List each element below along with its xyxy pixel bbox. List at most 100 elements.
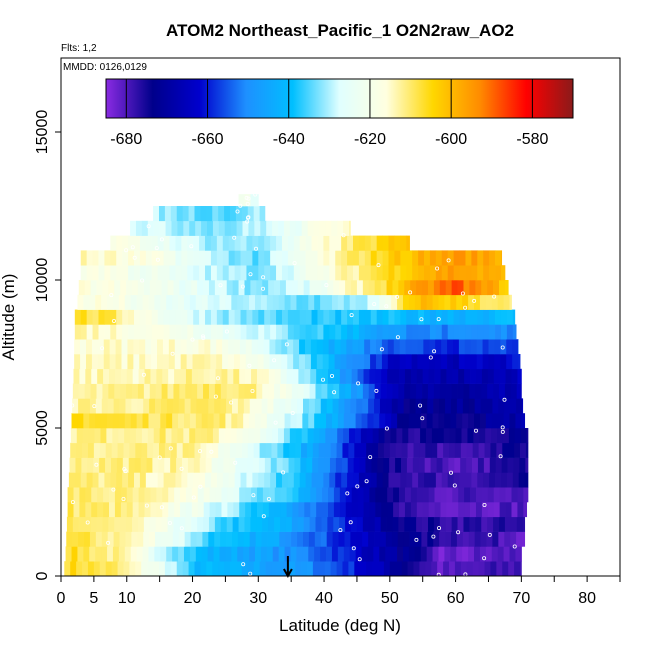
heatmap-cell <box>122 265 129 281</box>
heatmap-cell <box>84 531 91 547</box>
heatmap-cell <box>304 368 311 384</box>
heatmap-cell <box>272 220 279 236</box>
heatmap-cell <box>67 487 74 503</box>
heatmap-cell <box>363 502 370 518</box>
heatmap-cell <box>246 324 253 340</box>
heatmap-cell <box>83 546 90 562</box>
heatmap-cell <box>154 413 161 429</box>
heatmap-cell <box>332 398 339 414</box>
heatmap-cell <box>388 309 395 325</box>
sample-point <box>418 403 423 408</box>
heatmap-cell <box>418 250 425 266</box>
heatmap-cell <box>260 294 268 310</box>
heatmap-cell <box>428 487 435 503</box>
heatmap-cell <box>241 442 249 458</box>
heatmap-cell <box>107 413 114 429</box>
heatmap-cell <box>342 561 349 576</box>
heatmap-cell <box>374 531 381 547</box>
heatmap-cell <box>322 487 329 503</box>
heatmap-cell <box>350 398 357 414</box>
x-axis-label: Latitude (deg N) <box>279 616 401 635</box>
heatmap-cell <box>161 516 168 532</box>
heatmap-cell <box>77 546 84 562</box>
heatmap-cell <box>305 324 312 340</box>
heatmap-cell <box>385 546 392 562</box>
heatmap-cell <box>384 428 391 444</box>
heatmap-cell <box>197 502 205 518</box>
heatmap-cell <box>354 442 361 458</box>
heatmap-cell <box>228 265 236 281</box>
heatmap-cell <box>493 368 501 384</box>
heatmap-cell <box>488 354 495 370</box>
heatmap-cell <box>212 428 220 444</box>
sample-point <box>215 376 220 381</box>
heatmap-cell <box>299 324 307 340</box>
heatmap-cell <box>406 250 413 266</box>
heatmap-cell <box>193 265 200 281</box>
heatmap-cell <box>252 309 259 325</box>
heatmap-cell <box>452 487 459 503</box>
heatmap-cell <box>291 516 299 532</box>
heatmap-cell <box>302 294 309 310</box>
heatmap-cell <box>184 398 191 414</box>
sample-point <box>272 358 277 363</box>
heatmap-cell <box>333 368 341 384</box>
heatmap-cell <box>404 487 412 503</box>
heatmap-cell <box>447 265 455 281</box>
heatmap-cell <box>377 561 385 576</box>
heatmap-cell <box>124 428 131 444</box>
heatmap-cell <box>487 516 494 532</box>
heatmap-cell <box>185 502 193 518</box>
heatmap-cell <box>353 472 360 488</box>
heatmap-cell <box>317 309 324 325</box>
sample-point <box>141 372 146 377</box>
sample-point <box>167 521 172 526</box>
heatmap-cell <box>512 324 517 340</box>
heatmap-cell <box>164 206 172 222</box>
sample-point <box>281 470 286 475</box>
heatmap-cell <box>66 516 74 532</box>
heatmap-cell <box>471 250 478 266</box>
heatmap-cell <box>303 516 310 532</box>
heatmap-cell <box>459 309 466 325</box>
heatmap-cell <box>308 531 316 547</box>
heatmap-cell <box>468 413 475 429</box>
heatmap-cell <box>400 309 407 325</box>
heatmap-cell <box>113 531 120 547</box>
heatmap-cell <box>319 220 326 236</box>
heatmap-cell <box>426 294 433 310</box>
heatmap-cell <box>189 546 197 562</box>
sample-point <box>460 291 465 296</box>
heatmap-cell <box>506 324 514 340</box>
heatmap-cell <box>211 457 218 473</box>
heatmap-cell <box>245 368 252 384</box>
heatmap-cell <box>517 368 522 384</box>
heatmap-cell <box>345 383 352 399</box>
heatmap-cell <box>305 472 312 488</box>
heatmap-cell <box>410 516 417 532</box>
heatmap-cell <box>439 280 447 296</box>
sample-point <box>431 534 436 539</box>
x-tick-label: 70 <box>512 590 530 607</box>
heatmap-cell <box>449 561 456 576</box>
heatmap-cell <box>393 502 400 518</box>
heatmap-cell <box>137 280 145 296</box>
heatmap-cell <box>114 383 121 399</box>
sample-point <box>190 337 195 342</box>
heatmap-cell <box>151 324 159 340</box>
sample-point <box>408 290 413 295</box>
heatmap-cell <box>142 546 149 562</box>
heatmap-cell <box>201 413 209 429</box>
heatmap-cell <box>128 472 135 488</box>
heatmap-cell <box>295 428 303 444</box>
heatmap-cell <box>478 561 485 576</box>
heatmap-cell <box>493 516 500 532</box>
heatmap-cell <box>134 472 141 488</box>
heatmap-cell <box>85 487 92 503</box>
heatmap-cell <box>72 398 79 414</box>
heatmap-cell <box>153 442 160 458</box>
heatmap-cell <box>222 354 229 370</box>
heatmap-cell <box>151 250 159 266</box>
heatmap-cell <box>78 531 85 547</box>
heatmap-cell <box>522 398 524 414</box>
